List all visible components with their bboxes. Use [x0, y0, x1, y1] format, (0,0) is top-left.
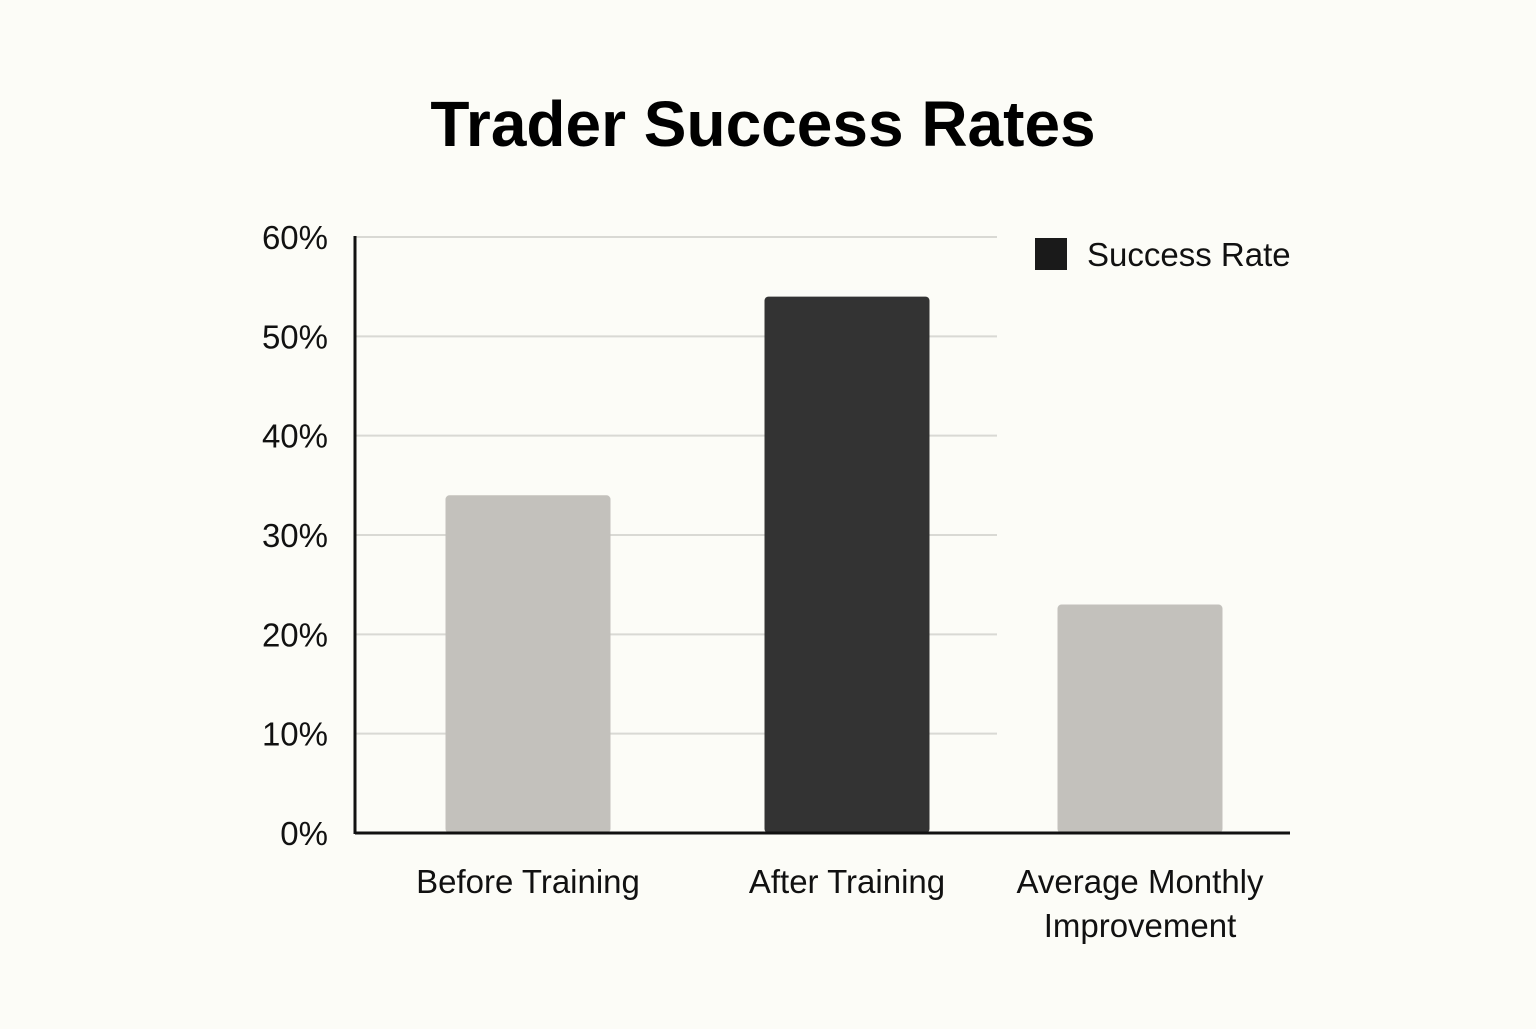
- x-category-label: Average Monthly Improvement: [1016, 863, 1264, 944]
- y-axis-ticks: 0% 10% 20% 30% 40% 50% 60%: [262, 219, 328, 852]
- bar-before-training: [445, 495, 611, 833]
- chart-title: Trader Success Rates: [430, 88, 1095, 160]
- y-tick-label: 20%: [262, 616, 328, 653]
- y-tick-label: 30%: [262, 517, 328, 554]
- y-tick-label: 40%: [262, 418, 328, 455]
- y-tick-label: 50%: [262, 318, 328, 355]
- x-category-label: After Training: [749, 863, 945, 900]
- y-tick-label: 60%: [262, 219, 328, 256]
- y-tick-label: 10%: [262, 716, 328, 753]
- legend: Success Rate: [1035, 236, 1291, 273]
- legend-swatch-success-rate: [1035, 238, 1067, 270]
- x-category-label: Before Training: [416, 863, 640, 900]
- y-tick-label: 0%: [280, 815, 328, 852]
- bar-average-monthly-improvement: [1057, 604, 1223, 833]
- legend-label-success-rate: Success Rate: [1087, 236, 1291, 273]
- x-axis-categories: Before Training After Training Average Mon…: [416, 863, 1264, 944]
- bar-after-training: [764, 296, 930, 834]
- bars: [445, 296, 1223, 834]
